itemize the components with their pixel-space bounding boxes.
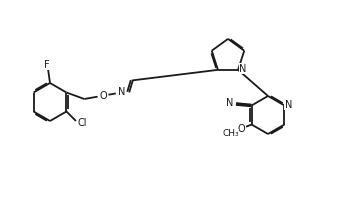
Text: N: N [118,87,126,97]
Text: F: F [44,60,50,70]
Text: N: N [285,99,292,109]
Text: CH₃: CH₃ [222,130,239,139]
Text: O: O [99,91,107,101]
Text: N: N [239,64,247,74]
Text: O: O [237,124,245,134]
Text: Cl: Cl [77,118,87,128]
Text: N: N [226,98,234,109]
